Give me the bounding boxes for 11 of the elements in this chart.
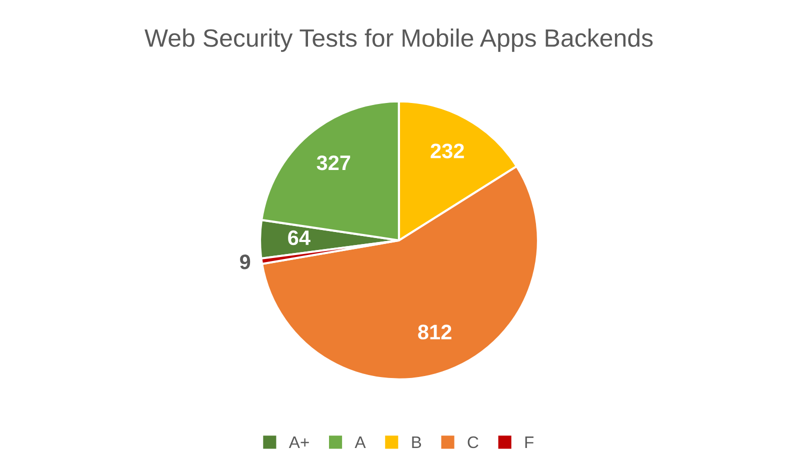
data-label: 812 <box>418 324 452 340</box>
legend-label: A <box>354 436 366 448</box>
data-label: 232 <box>430 144 464 158</box>
data-label: 64 <box>288 230 310 246</box>
legend-label: A+ <box>288 436 309 448</box>
legend-label: C <box>468 436 478 448</box>
chart-title: Web Security Tests for Mobile Apps Backends <box>144 28 653 52</box>
data-label: 9 <box>240 254 250 270</box>
data-label: 327 <box>316 155 350 170</box>
legend-label: F <box>525 436 534 448</box>
legend-label: B <box>412 436 422 448</box>
